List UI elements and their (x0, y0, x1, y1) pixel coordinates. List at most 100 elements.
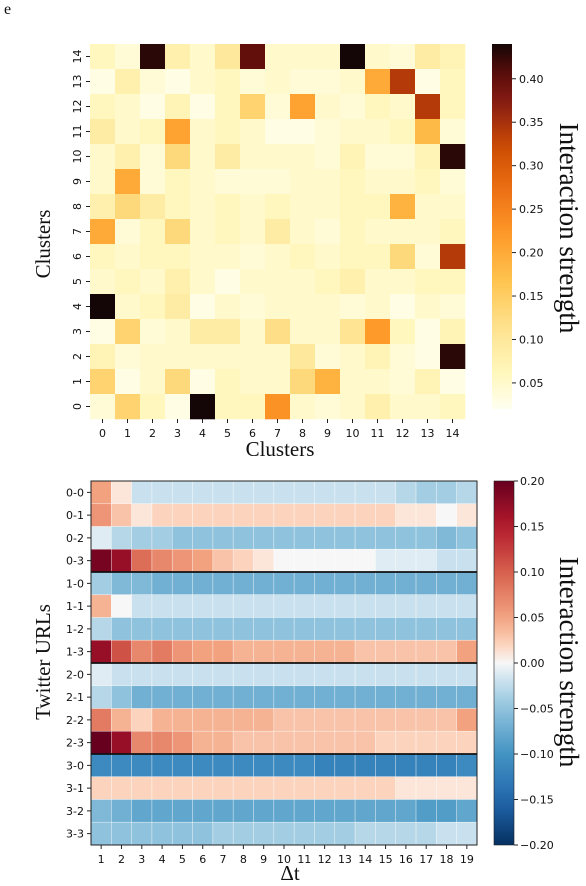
y-tick-label: 3-0 (66, 759, 84, 772)
heat-cell (293, 730, 315, 755)
heat-cell (115, 69, 141, 95)
heat-cell (293, 571, 315, 596)
heat-cell (190, 219, 216, 245)
x-tick-label: 9 (324, 427, 331, 440)
x-tick-label: 8 (240, 853, 247, 866)
x-tick-label: 12 (396, 427, 410, 440)
heat-cell (440, 294, 466, 320)
x-tick-label: 15 (379, 853, 393, 866)
bottom-x-ticks: 1 2 3 4 5 6 7 8 9 10 11 12 13 14 15 16 17 18 19 (98, 845, 474, 866)
heat-cell (215, 219, 241, 245)
colorbar-tick-label: 0.40 (519, 73, 544, 86)
heat-cell (436, 799, 457, 823)
heat-cell (315, 294, 341, 320)
heat-cell (293, 503, 315, 527)
heat-cell (365, 369, 391, 395)
heat-cell (395, 548, 417, 573)
heat-cell (375, 776, 397, 800)
heat-cell (390, 169, 416, 195)
heat-cell (171, 821, 193, 846)
bottom-x-axis-label: Δt (280, 861, 300, 885)
heat-cell (395, 799, 417, 823)
x-tick-label: 9 (260, 853, 267, 866)
heat-cell (190, 194, 216, 220)
heat-cell (395, 571, 417, 596)
heat-cell (90, 94, 116, 120)
heat-cell (192, 776, 214, 800)
heat-cell (131, 571, 153, 596)
heat-cell (456, 753, 478, 778)
heat-cell (395, 776, 417, 800)
heat-cell (354, 594, 376, 618)
heat-cell (415, 244, 441, 270)
heat-cell (215, 119, 241, 145)
heat-cell (212, 503, 234, 527)
heat-cell (190, 269, 216, 295)
heat-cell (232, 526, 254, 550)
heat-cell (334, 526, 356, 550)
heat-cell (334, 753, 356, 778)
y-tick-label: 1-2 (66, 623, 84, 636)
bottom-y-axis-label: Twitter URLs (31, 604, 55, 720)
heat-cell (265, 119, 291, 145)
heat-cell (293, 617, 315, 641)
y-tick-label: 13 (71, 75, 84, 89)
heat-cell (293, 594, 315, 618)
heat-cell (192, 730, 214, 755)
heat-cell (171, 594, 193, 618)
heat-cell (240, 244, 266, 270)
heat-cell (171, 799, 193, 823)
heat-cell (212, 662, 234, 687)
heat-cell (273, 776, 295, 800)
heat-cell (436, 685, 457, 709)
heat-cell (253, 594, 275, 618)
heat-cell (315, 119, 341, 145)
heat-cell (290, 344, 316, 370)
heat-cell (293, 662, 315, 687)
top-x-ticks: 0 1 2 3 4 5 6 7 8 9 10 11 12 13 14 (99, 419, 460, 440)
heat-cell (171, 662, 193, 687)
heat-cell (215, 394, 241, 420)
top-colorbar (492, 44, 512, 409)
heat-cell (314, 753, 336, 778)
heat-cell (115, 394, 141, 420)
heat-cell (265, 219, 291, 245)
heat-cell (456, 708, 478, 732)
heat-cell (273, 730, 295, 755)
y-tick-label: 2-1 (66, 691, 84, 704)
heat-cell (293, 548, 315, 573)
heat-cell (90, 753, 112, 778)
heat-cell (232, 594, 254, 618)
heat-cell (212, 730, 234, 755)
heat-cell (290, 319, 316, 345)
top-heatmap (90, 44, 466, 420)
heat-cell (293, 753, 315, 778)
heat-cell (415, 44, 441, 70)
heat-cell (265, 94, 291, 120)
heat-cell (395, 617, 417, 641)
heat-cell (215, 169, 241, 195)
heat-cell (240, 44, 266, 70)
heat-cell (456, 639, 478, 664)
heat-cell (415, 294, 441, 320)
heat-cell (240, 69, 266, 95)
heat-cell (140, 244, 166, 270)
heat-cell (192, 526, 214, 550)
heat-cell (171, 685, 193, 709)
x-tick-label: 3 (174, 427, 181, 440)
heat-cell (395, 639, 417, 664)
heat-cell (90, 394, 116, 420)
heat-cell (90, 69, 116, 95)
y-tick-label: 2-3 (66, 737, 84, 750)
heat-cell (115, 144, 141, 170)
heat-cell (215, 294, 241, 320)
heat-cell (354, 526, 376, 550)
heat-cell (240, 269, 266, 295)
heat-cell (436, 480, 457, 505)
heat-cell (171, 708, 193, 732)
heat-cell (131, 753, 153, 778)
y-tick-label: 1-0 (66, 577, 84, 590)
heat-cell (253, 617, 275, 641)
heat-cell (111, 594, 132, 618)
heat-cell (90, 294, 116, 320)
